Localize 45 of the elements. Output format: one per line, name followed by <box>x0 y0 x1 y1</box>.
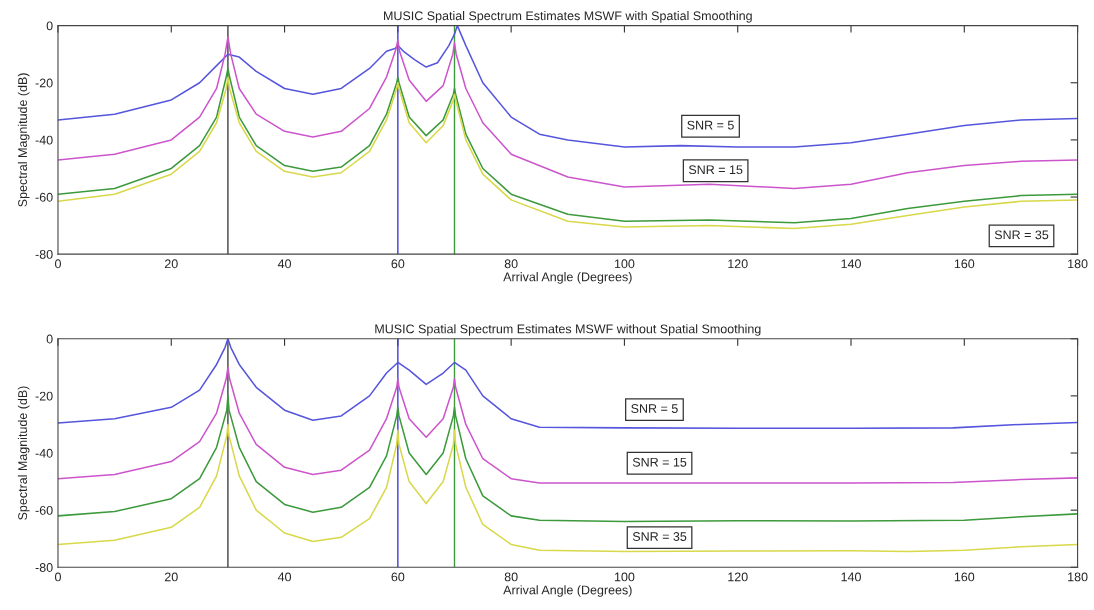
x-tick-label: 120 <box>728 259 748 269</box>
chart-title: MUSIC Spatial Spectrum Estimates MSWF without Spatial Smoothing <box>375 324 761 336</box>
x-tick-label: 20 <box>164 572 178 582</box>
x-tick-label: 80 <box>504 572 518 582</box>
y-tick-label: -40 <box>35 448 53 458</box>
x-tick-label: 140 <box>841 572 861 582</box>
annotation: SNR = 35 <box>632 532 687 541</box>
x-tick-label: 180 <box>1068 572 1088 582</box>
y-tick-label: -40 <box>35 135 53 145</box>
y-tick-label: -60 <box>35 505 53 515</box>
x-tick-label: 80 <box>504 259 518 269</box>
x-tick-label: 60 <box>391 572 405 582</box>
x-tick-label: 160 <box>954 259 975 269</box>
x-tick-label: 60 <box>391 259 405 269</box>
annotation: SNR = 15 <box>688 165 743 175</box>
x-tick-label: 40 <box>277 259 292 269</box>
y-axis-title: Spectral Magnitude (dB) <box>17 73 30 207</box>
x-tick-label: 160 <box>954 572 975 582</box>
y-tick-label: 0 <box>46 21 53 31</box>
annotation: SNR = 15 <box>632 457 687 467</box>
y-tick-label: -20 <box>35 391 53 401</box>
annotation: SNR = 5 <box>631 404 678 413</box>
chart-title: MUSIC Spatial Spectrum Estimates MSWF with Spatial Smoothing <box>384 11 752 23</box>
x-tick-label: 100 <box>614 572 635 582</box>
x-tick-label: 0 <box>54 572 61 582</box>
y-axis-title: Spectral Magnitude (dB) <box>17 386 30 520</box>
x-tick-label: 100 <box>614 259 635 269</box>
y-tick-label: 0 <box>46 334 53 344</box>
y-tick-label: -20 <box>35 78 53 88</box>
y-tick-label: -60 <box>35 192 53 202</box>
x-tick-label: 0 <box>54 259 61 269</box>
y-tick-label: -80 <box>35 249 53 259</box>
x-tick-label: 180 <box>1068 259 1088 269</box>
line-series <box>57 423 1078 553</box>
x-tick-label: 120 <box>728 572 748 582</box>
line-series <box>57 36 1078 190</box>
annotation: SNR = 5 <box>687 120 734 130</box>
y-tick-label: -80 <box>35 563 53 572</box>
x-axis-title: Arrival Angle (Degrees) <box>503 272 632 284</box>
x-tick-label: 20 <box>164 259 178 269</box>
annotation: SNR = 35 <box>994 230 1049 240</box>
x-tick-label: 140 <box>841 259 861 269</box>
x-axis-title: Arrival Angle (Degrees) <box>503 585 632 597</box>
x-tick-label: 40 <box>277 572 292 582</box>
line-series <box>57 366 1078 484</box>
